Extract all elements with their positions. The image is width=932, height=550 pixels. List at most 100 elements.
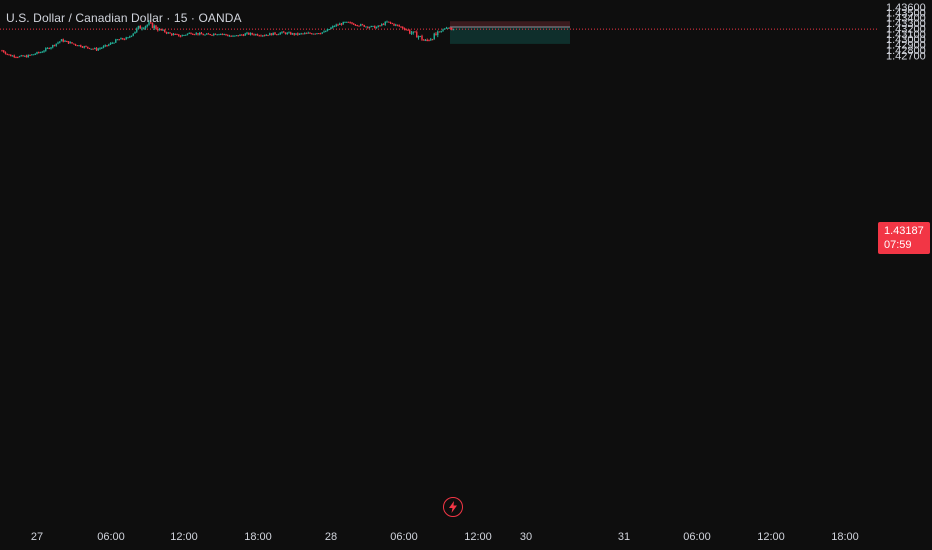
candle-body [167,32,169,34]
candle-body [382,24,385,26]
candle-body [379,25,381,27]
x-axis-tick-label: 06:00 [97,531,125,543]
candle-body [277,34,280,36]
candle-body [220,33,222,35]
candle-body [50,47,52,49]
candle-body [409,30,411,34]
candle-body [115,39,117,43]
candle-body [130,35,133,37]
lightning-icon[interactable] [443,497,463,517]
candle-body [234,35,236,37]
candle-body [55,43,57,46]
current-price-tag: 1.43187 07:59 [878,222,930,254]
candle-body [3,50,5,53]
candle-body [452,29,455,31]
candle-body [438,31,441,33]
candle-body [178,34,180,37]
candle-body [316,33,318,35]
candle-body [305,33,308,35]
candle-body [34,53,36,55]
candle-body [62,39,64,42]
candle-body [41,51,43,53]
candle-body [346,21,348,23]
candle-body [403,28,406,30]
x-axis-tick-label: 30 [520,531,532,543]
candle-body [396,24,399,26]
candle-body [318,33,320,35]
candle-body [64,40,66,42]
candle-body [410,32,413,34]
candle-body [80,45,82,47]
candle-body [132,33,134,36]
candle-body [18,56,21,58]
candle-body [206,33,208,35]
candle-body [253,34,255,36]
candle-body [405,29,407,31]
candle-body [279,32,281,35]
candle-body [288,32,290,34]
candle-body [127,37,129,39]
candle-body [20,55,22,57]
candle-body [414,31,416,33]
candle-body [169,32,171,34]
candle-body [106,45,108,47]
candle-body [426,40,428,42]
candle-body [190,32,192,34]
candle-body [1,50,3,52]
candle-body [241,34,243,36]
candle-body [312,33,315,35]
candle-body [151,22,154,28]
candle-body [200,32,203,35]
y-axis-tick-label: 1.43000 [886,34,926,46]
candle-body [207,33,210,35]
candle-body [256,34,259,36]
candle-body [101,47,103,49]
candle-body [102,46,105,48]
candle-body [442,29,444,31]
candle-body [330,27,332,30]
candle-body [249,33,252,35]
candle-body [286,32,288,35]
candle-body [162,29,164,31]
candle-body [195,33,197,35]
candle-body [73,43,75,45]
candle-body [158,28,161,31]
candle-body [398,25,400,27]
candle-body [417,36,420,38]
candle-body [227,34,229,36]
candle-body [17,57,19,59]
symbol-title: U.S. Dollar / Canadian Dollar · 15 · OAN… [6,11,242,25]
candle-body [213,33,215,36]
candle-body [304,33,306,35]
candle-body [204,34,206,36]
current-price-value: 1.43187 [884,225,924,237]
candle-body [431,39,434,41]
candle-body [69,42,71,44]
candle-body [225,34,227,36]
candle-body [71,42,73,44]
candle-body [192,33,194,35]
candle-body [209,34,211,36]
x-axis-tick-label: 28 [325,531,337,543]
candle-body [120,38,122,40]
candle-body [370,25,372,28]
candle-body [428,40,430,42]
candle-body [221,33,224,35]
candle-body [255,34,257,36]
candle-body [400,26,402,28]
candle-body [402,26,404,29]
candle-body [269,33,271,36]
candle-body [104,45,106,47]
candle-body [375,27,378,29]
candle-body [199,32,201,35]
candle-body [433,33,435,40]
candle-body [281,31,283,33]
candle-body [424,40,427,42]
candle-body [46,47,49,49]
candle-body [445,27,448,29]
candle-body [307,32,309,34]
candle-body [78,45,80,47]
candle-body [430,39,432,41]
